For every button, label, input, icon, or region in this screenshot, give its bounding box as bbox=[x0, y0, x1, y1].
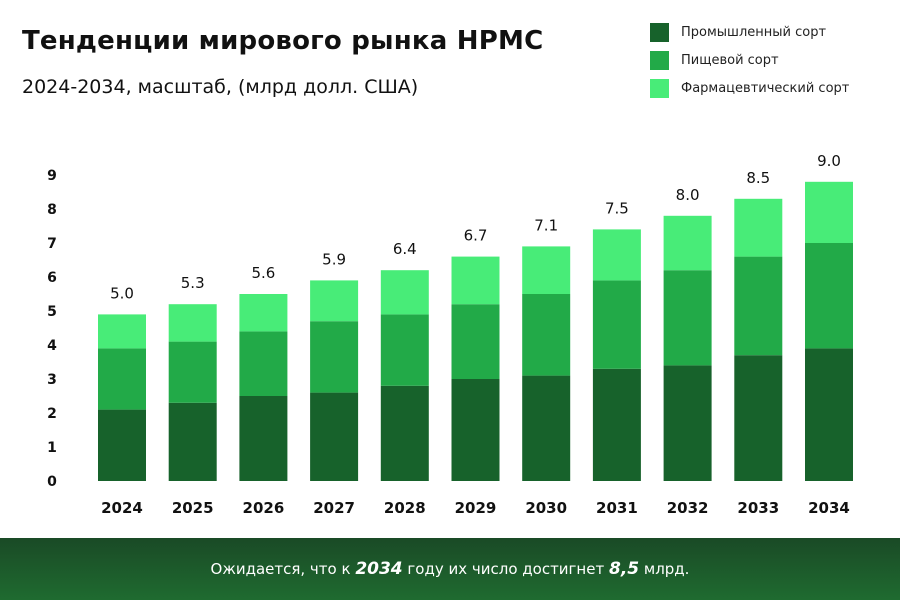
y-tick-label: 8 bbox=[47, 202, 57, 218]
total-label: 9.0 bbox=[817, 152, 841, 170]
total-label: 5.3 bbox=[181, 274, 205, 292]
bar-segment-1 bbox=[734, 355, 783, 481]
y-tick-label: 4 bbox=[47, 338, 57, 354]
x-tick-label: 2034 bbox=[808, 499, 850, 517]
bar-segment-1 bbox=[310, 392, 359, 481]
total-label: 8.5 bbox=[746, 169, 770, 187]
footer-year: 2034 bbox=[355, 559, 403, 579]
bar-segment-2 bbox=[734, 256, 783, 356]
bar-segment-3 bbox=[239, 294, 288, 332]
footer-value: 8,5 bbox=[608, 559, 640, 579]
x-tick-label: 2024 bbox=[101, 499, 143, 517]
y-tick-label: 9 bbox=[47, 168, 57, 184]
legend-swatch bbox=[650, 79, 669, 98]
bar-segment-1 bbox=[380, 385, 429, 481]
x-tick-label: 2033 bbox=[737, 499, 779, 517]
legend-label: Промышленный сорт bbox=[681, 25, 827, 40]
total-label: 7.5 bbox=[605, 199, 629, 217]
y-tick-label: 2 bbox=[47, 406, 57, 422]
bar-segment-1 bbox=[663, 365, 712, 481]
bar-segment-2 bbox=[310, 321, 359, 393]
bar-segment-1 bbox=[239, 396, 288, 481]
footer-text: млрд. bbox=[639, 560, 690, 578]
total-label: 5.6 bbox=[251, 264, 275, 282]
x-tick-label: 2031 bbox=[596, 499, 638, 517]
footer-banner: Ожидается, что к 2034 году их число дост… bbox=[0, 538, 900, 600]
legend-label: Пищевой сорт bbox=[681, 53, 779, 68]
total-label: 7.1 bbox=[534, 216, 558, 234]
chart-subtitle: 2024-2034, масштаб, (млрд долл. США) bbox=[22, 76, 419, 98]
bar-segment-3 bbox=[310, 280, 359, 322]
bar-segment-3 bbox=[663, 215, 712, 271]
y-tick-label: 1 bbox=[47, 440, 57, 456]
y-tick-label: 0 bbox=[47, 474, 57, 490]
y-tick-label: 7 bbox=[47, 236, 57, 252]
bar-segment-2 bbox=[805, 243, 853, 349]
x-tick-label: 2028 bbox=[384, 499, 426, 517]
bar-segment-2 bbox=[663, 270, 712, 366]
bar-segment-2 bbox=[380, 314, 429, 386]
bar-segment-2 bbox=[98, 348, 146, 410]
bar-segment-3 bbox=[380, 270, 429, 315]
y-tick-label: 5 bbox=[47, 304, 57, 320]
legend-swatch bbox=[650, 23, 669, 42]
legend-label: Фармацевтический сорт bbox=[681, 81, 850, 96]
bar-segment-2 bbox=[451, 304, 500, 379]
bar-segment-1 bbox=[805, 348, 853, 481]
bar-segment-3 bbox=[734, 198, 783, 257]
chart-title: Тенденции мирового рынка HPMC bbox=[22, 26, 544, 56]
total-label: 6.7 bbox=[464, 227, 488, 245]
bar-segment-3 bbox=[805, 181, 853, 243]
bar-segment-1 bbox=[592, 368, 641, 481]
x-tick-label: 2029 bbox=[455, 499, 497, 517]
y-tick-label: 3 bbox=[47, 372, 57, 388]
bar-segment-2 bbox=[522, 294, 571, 376]
bar-segment-2 bbox=[168, 341, 217, 403]
bar-segment-1 bbox=[522, 375, 571, 481]
x-tick-label: 2025 bbox=[172, 499, 214, 517]
bar-segment-2 bbox=[592, 280, 641, 369]
legend-item-food: Пищевой сорт bbox=[650, 51, 779, 70]
bar-segment-3 bbox=[592, 229, 641, 281]
bar-segment-2 bbox=[239, 331, 288, 396]
bar-segment-1 bbox=[451, 379, 500, 481]
x-tick-label: 2026 bbox=[243, 499, 285, 517]
bar-segment-3 bbox=[168, 304, 217, 342]
total-label: 5.9 bbox=[322, 250, 346, 268]
total-label: 5.0 bbox=[110, 284, 134, 302]
bar-segment-3 bbox=[522, 246, 571, 294]
x-tick-label: 2032 bbox=[667, 499, 709, 517]
y-tick-label: 6 bbox=[47, 270, 57, 286]
stacked-bar-chart: 0 1 2 3 4 5 6 7 8 9 5.0 2024 5.3 2025 5.6 2026 5.9 2027 6.… bbox=[47, 152, 853, 517]
footer-text: Ожидается, что к bbox=[210, 560, 356, 578]
legend-item-industrial: Промышленный сорт bbox=[650, 23, 826, 42]
total-label: 8.0 bbox=[676, 186, 700, 204]
bar-segment-3 bbox=[451, 256, 500, 305]
total-label: 6.4 bbox=[393, 240, 417, 258]
x-tick-label: 2027 bbox=[313, 499, 355, 517]
legend-swatch bbox=[650, 51, 669, 70]
x-tick-label: 2030 bbox=[525, 499, 567, 517]
bar-segment-1 bbox=[168, 402, 217, 481]
bar-segment-1 bbox=[98, 409, 146, 481]
footer-text: году их число достигнет bbox=[402, 560, 609, 578]
bar-segment-3 bbox=[98, 314, 146, 349]
legend-item-pharma: Фармацевтический сорт bbox=[650, 79, 849, 98]
